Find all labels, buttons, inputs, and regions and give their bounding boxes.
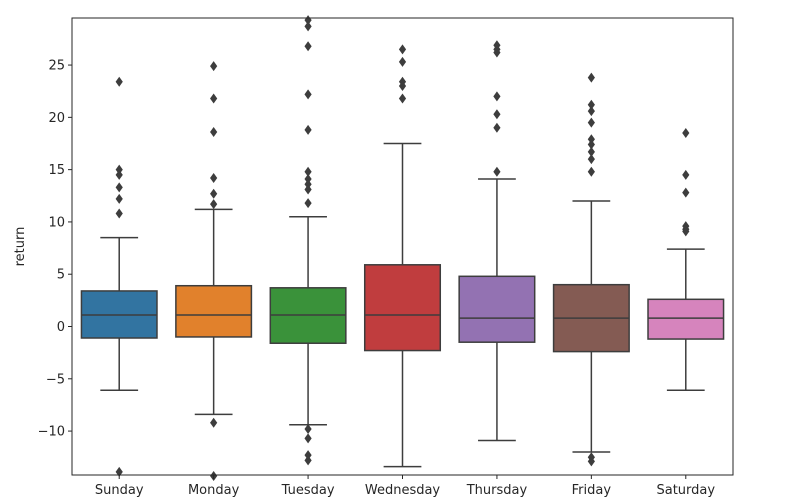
outlier-point bbox=[493, 47, 501, 58]
outlier-point bbox=[115, 164, 123, 175]
outlier-point bbox=[493, 166, 501, 177]
outlier-point bbox=[682, 128, 690, 139]
y-axis: −10 −5 0 5 10 15 20 25 bbox=[38, 59, 72, 440]
outlier-point bbox=[587, 139, 595, 150]
outlier-point bbox=[493, 91, 501, 102]
outlier-point bbox=[210, 126, 218, 137]
outlier-point bbox=[304, 455, 312, 466]
outlier-point bbox=[304, 166, 312, 177]
outlier-point bbox=[304, 41, 312, 52]
outlier-point bbox=[210, 199, 218, 210]
outlier-point bbox=[398, 80, 407, 91]
outlier-point bbox=[304, 174, 312, 185]
outlier-point bbox=[115, 193, 123, 204]
box-thursday bbox=[458, 40, 536, 442]
outlier-point bbox=[304, 179, 312, 190]
outlier-point bbox=[682, 187, 690, 198]
outlier-point bbox=[682, 226, 690, 237]
outlier-point bbox=[115, 208, 123, 219]
outlier-point bbox=[304, 184, 312, 195]
iqr-box bbox=[175, 284, 253, 338]
y-tick-label: 25 bbox=[48, 59, 65, 74]
outlier-point bbox=[304, 433, 312, 444]
outlier-point bbox=[682, 169, 690, 180]
outlier-point bbox=[493, 122, 501, 133]
outlier-point bbox=[115, 182, 123, 193]
x-tick-label: Friday bbox=[572, 483, 612, 498]
outlier-point bbox=[587, 154, 595, 165]
y-axis-title: return bbox=[13, 227, 28, 267]
outlier-point bbox=[115, 169, 123, 180]
outlier-point bbox=[304, 124, 312, 135]
outlier-point bbox=[493, 109, 501, 120]
outlier-point bbox=[304, 423, 312, 434]
y-tick-label: −10 bbox=[38, 425, 65, 440]
x-tick-label: Sunday bbox=[95, 483, 144, 498]
y-tick-label: 15 bbox=[48, 163, 65, 178]
y-tick-label: 0 bbox=[57, 320, 65, 335]
y-tick-label: 5 bbox=[57, 268, 65, 283]
outlier-point bbox=[398, 56, 407, 67]
y-tick-label: 20 bbox=[48, 111, 65, 126]
y-tick-label: −5 bbox=[46, 372, 65, 387]
x-tick-label: Wednesday bbox=[365, 483, 441, 498]
x-axis: Sunday Monday Tuesday Wednesday Thursday Frid… bbox=[95, 475, 715, 498]
outlier-point bbox=[304, 21, 312, 32]
boxes-layer bbox=[80, 15, 725, 482]
x-tick-label: Monday bbox=[188, 483, 240, 498]
outlier-point bbox=[210, 173, 218, 184]
outlier-point bbox=[210, 417, 218, 428]
outlier-point bbox=[587, 72, 595, 83]
outlier-point bbox=[587, 146, 595, 157]
box-monday bbox=[175, 61, 253, 482]
box-wednesday bbox=[363, 44, 442, 468]
box-tuesday bbox=[269, 15, 347, 466]
outlier-point bbox=[398, 44, 407, 55]
iqr-box bbox=[458, 275, 536, 343]
outlier-point bbox=[587, 166, 595, 177]
outlier-point bbox=[587, 99, 595, 110]
outlier-point bbox=[398, 93, 407, 104]
outlier-point bbox=[587, 106, 595, 117]
x-tick-label: Tuesday bbox=[281, 483, 335, 498]
outlier-point bbox=[587, 456, 595, 467]
iqr-box bbox=[647, 298, 725, 340]
outlier-point bbox=[587, 117, 595, 128]
outlier-point bbox=[115, 76, 123, 87]
outlier-point bbox=[210, 188, 218, 199]
iqr-box bbox=[363, 264, 442, 352]
outlier-point bbox=[210, 61, 218, 72]
outlier-point bbox=[115, 466, 123, 477]
outlier-point bbox=[304, 89, 312, 100]
box-sunday bbox=[80, 76, 158, 477]
outlier-point bbox=[587, 134, 595, 145]
box-friday bbox=[552, 72, 630, 467]
outlier-point bbox=[304, 198, 312, 209]
outlier-point bbox=[304, 450, 312, 461]
outlier-point bbox=[210, 93, 218, 104]
x-tick-label: Saturday bbox=[656, 483, 715, 498]
x-tick-label: Thursday bbox=[466, 483, 528, 498]
y-tick-label: 10 bbox=[48, 215, 65, 230]
box-saturday bbox=[647, 128, 725, 392]
plot-frame bbox=[71, 17, 734, 476]
